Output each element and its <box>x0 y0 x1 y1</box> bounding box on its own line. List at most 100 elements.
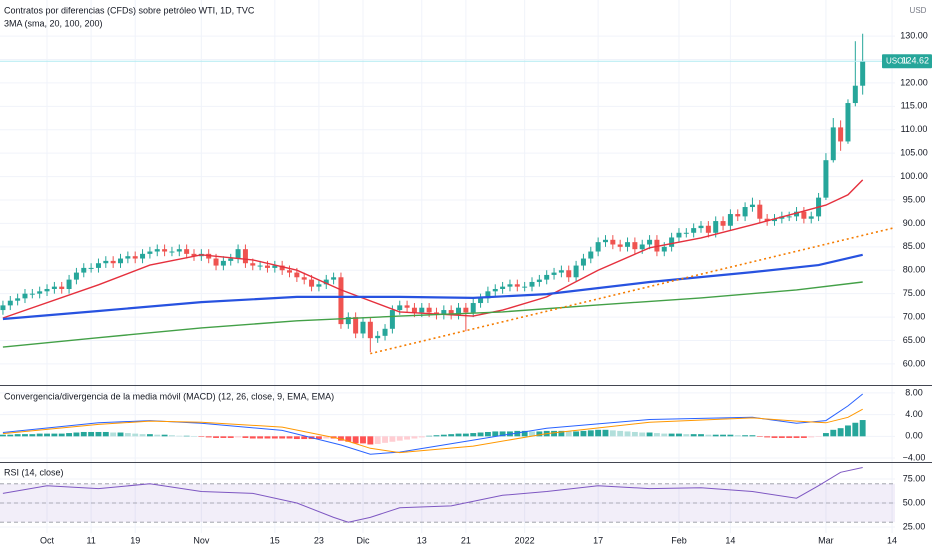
candle-body <box>580 258 586 266</box>
histogram-bar <box>815 436 822 437</box>
histogram-bar <box>800 436 807 438</box>
histogram-bar <box>257 436 264 439</box>
histogram-bar <box>286 436 293 439</box>
histogram-bar <box>235 436 242 438</box>
histogram-bar <box>367 436 374 445</box>
histogram-bar <box>301 436 308 440</box>
y-tick-label: 115.00 <box>901 101 928 111</box>
candle-body <box>764 218 770 222</box>
candle-body <box>309 279 315 287</box>
y-tick-label: 50.00 <box>903 497 926 507</box>
histogram-bar <box>279 436 286 439</box>
candle-body <box>514 284 520 287</box>
histogram-bar <box>382 436 388 443</box>
histogram-bar <box>315 436 322 440</box>
candle-body <box>441 310 447 315</box>
candle-body <box>228 258 234 261</box>
candle-body <box>757 204 763 219</box>
y-tick-label: 8.00 <box>905 387 923 397</box>
candle-body <box>551 272 557 275</box>
histogram-bar <box>470 433 477 437</box>
candle-body <box>154 249 160 252</box>
histogram-bar <box>653 433 660 437</box>
candle-body <box>316 284 322 287</box>
x-tick-label: 13 <box>417 535 427 545</box>
histogram-bar <box>462 433 469 437</box>
histogram-bar <box>36 433 43 437</box>
line <box>2 281 863 348</box>
candle-body <box>485 291 491 299</box>
candle-body <box>235 249 241 259</box>
histogram-bar <box>602 429 609 437</box>
candle-body <box>500 286 506 289</box>
histogram-bar <box>80 431 87 437</box>
histogram-bar <box>110 432 117 437</box>
histogram-bar <box>124 433 131 437</box>
histogram-bar <box>536 431 543 437</box>
candle-body <box>287 270 293 273</box>
histogram-bar <box>565 431 572 437</box>
histogram-bar <box>705 434 712 437</box>
histogram-bar <box>698 434 704 437</box>
histogram-bar <box>29 434 36 437</box>
candle-body <box>852 85 858 104</box>
candle-body <box>683 232 689 234</box>
histogram-bar <box>154 434 161 437</box>
candle-body <box>118 258 124 264</box>
candle-body <box>301 277 307 280</box>
candle-body <box>661 246 667 252</box>
histogram-bar <box>764 436 771 438</box>
candle-body <box>860 61 866 86</box>
histogram-bar <box>205 436 212 438</box>
histogram-bar <box>271 436 278 439</box>
histogram-bar <box>580 430 587 437</box>
candle-body <box>448 310 454 315</box>
candle-body <box>456 307 462 315</box>
histogram-bar <box>198 436 205 437</box>
y-tick-label: 25.00 <box>903 521 926 531</box>
candle-body <box>617 244 623 247</box>
histogram-bar <box>220 436 227 438</box>
y-tick-label: −4.00 <box>903 452 926 462</box>
line <box>2 179 864 319</box>
candle-body <box>838 127 844 142</box>
candle-body <box>786 216 792 218</box>
histogram-bar <box>323 436 330 439</box>
candle-body <box>125 256 131 259</box>
candle-body <box>323 279 329 285</box>
histogram-bar <box>830 429 837 437</box>
histogram-bar <box>66 433 73 437</box>
last-price-label: 124.62 <box>901 56 929 66</box>
y-tick-label: 90.00 <box>903 218 926 228</box>
candle-body <box>88 267 94 269</box>
candle-body <box>676 232 682 238</box>
candle-body <box>169 251 175 253</box>
histogram-bar <box>514 430 521 437</box>
currency-label: USD <box>910 6 927 15</box>
histogram-bar <box>845 425 851 437</box>
pane-subtitle: 3MA (sma, 20, 100, 200) <box>4 18 103 28</box>
histogram-bar <box>352 436 359 444</box>
candle-body <box>507 284 513 287</box>
pane-title: Convergencia/divergencia de la media móv… <box>4 391 334 401</box>
candle-body <box>720 221 726 226</box>
candle-body <box>22 293 28 299</box>
candle-body <box>162 249 168 252</box>
histogram-bar <box>44 433 50 437</box>
histogram-bar <box>683 434 690 437</box>
candle-body <box>742 207 748 217</box>
histogram-bar <box>102 431 109 437</box>
candle-body <box>132 256 138 259</box>
candle-body <box>705 225 711 233</box>
y-tick-label: 80.00 <box>903 265 926 275</box>
histogram-bar <box>668 433 675 437</box>
candle-body <box>257 265 263 267</box>
histogram-bar <box>587 430 594 437</box>
histogram-bar <box>389 436 396 442</box>
y-tick-label: 120.00 <box>900 77 928 87</box>
candle-body <box>110 260 116 264</box>
candle-body <box>73 272 79 280</box>
histogram-bar <box>793 436 800 438</box>
histogram-bar <box>734 435 741 437</box>
candle-body <box>213 258 219 266</box>
